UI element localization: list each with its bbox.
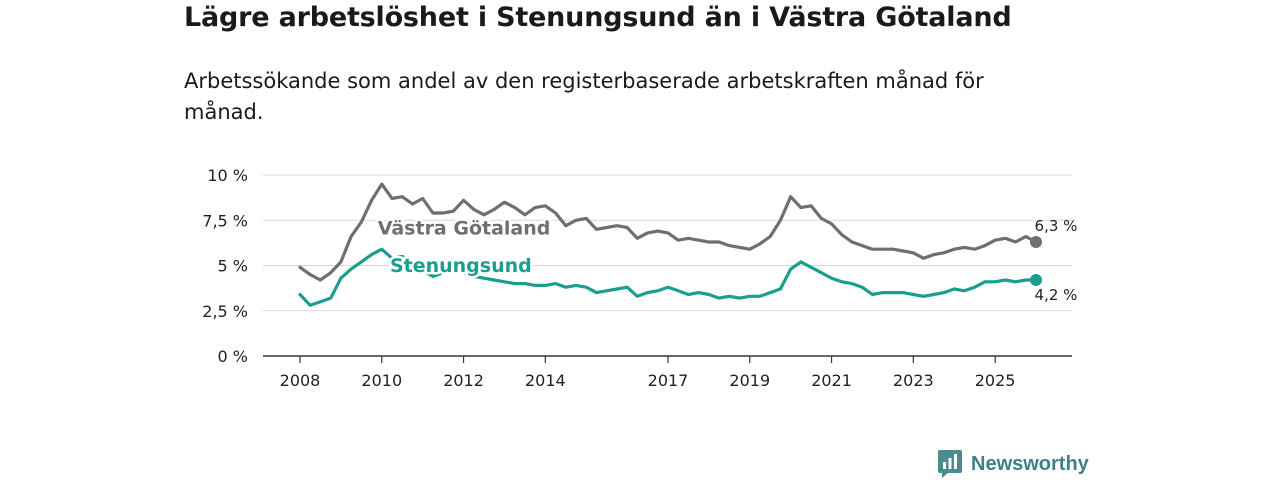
chart-subtitle: Arbetssökande som andel av den registerb… [184,69,984,124]
x-tick-label: 2014 [525,371,566,390]
y-tick-label: 10 % [207,166,248,185]
x-tick-label: 2025 [975,371,1016,390]
brand-name: Newsworthy [971,452,1089,475]
x-tick-label: 2019 [729,371,770,390]
x-tick-label: 2012 [443,371,484,390]
series-lines [298,182,1042,307]
chart-title: Lägre arbetslöshet i Stenungsund än i Vä… [184,2,1012,33]
x-axis: 2008 2010 2012 2014 2017 2019 2021 2023 2025 [263,355,1072,390]
gridlines [263,174,1072,312]
line-chart: 2008 2010 2012 2014 2017 2019 2021 2023 2025 0 %… [202,166,1078,390]
end-point-stenungsund [1030,273,1042,286]
series-line-stenungsund [298,247,1038,307]
series-label-vastra-gotaland: Västra Götaland [378,218,551,240]
y-tick-label: 0 % [218,347,248,366]
y-tick-label: 5 % [218,257,248,276]
newsworthy-logo-icon [938,450,962,478]
x-tick-label: 2010 [361,371,402,390]
series-label-stenungsund: Stenungsund [390,255,532,277]
x-tick-label: 2017 [648,371,689,390]
y-tick-label: 7,5 % [202,211,248,230]
series-line-vastra-gotaland [298,182,1038,282]
x-tick-label: 2023 [893,371,934,390]
series-labels: 6,3 % Västra Götaland 4,2 % Stenungsund [375,215,1078,304]
y-tick-label: 2,5 % [202,302,248,321]
end-label-stenungsund: 4,2 % [1035,286,1078,304]
newsworthy-brand[interactable]: Newsworthy [937,449,1089,479]
y-axis: 0 % 2,5 % 5 % 7,5 % 10 % [202,166,248,366]
end-label-vastra-gotaland: 6,3 % [1035,217,1078,235]
x-tick-label: 2008 [280,371,321,390]
x-tick-label: 2021 [811,371,852,390]
end-point-vastra-gotaland [1030,235,1042,248]
